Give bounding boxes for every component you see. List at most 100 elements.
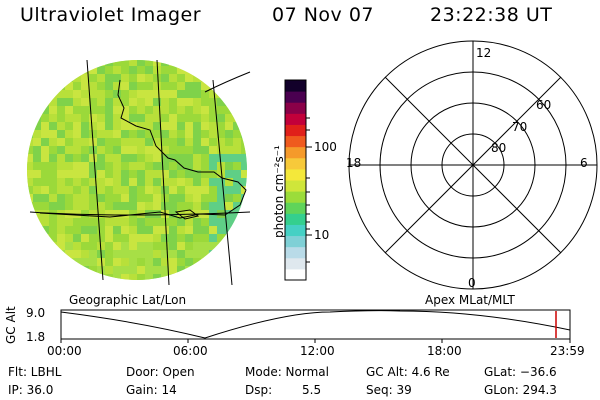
uv-image-pixel	[137, 170, 145, 178]
uv-image-pixel	[209, 138, 217, 146]
uv-image-pixel	[137, 194, 145, 202]
uv-image-pixel	[81, 74, 89, 82]
uv-image-pixel	[49, 114, 57, 122]
uv-image-pixel	[113, 146, 121, 154]
uv-image-pixel	[201, 162, 209, 170]
uv-image-pixel	[41, 218, 49, 226]
uv-image-pixel	[161, 66, 169, 74]
uv-image-pixel	[121, 74, 129, 82]
uv-image-pixel	[65, 122, 73, 130]
uv-image-pixel	[81, 202, 89, 210]
uv-image-pixel	[201, 106, 209, 114]
uv-image-pixel	[185, 154, 193, 162]
uv-image-pixel	[129, 202, 137, 210]
uv-image-pixel	[225, 186, 233, 194]
uv-image-pixel	[129, 186, 137, 194]
uv-image-pixel	[169, 130, 177, 138]
uv-image-pixel	[193, 82, 201, 90]
uv-image-pixel	[41, 146, 49, 154]
uv-image-pixel	[97, 66, 105, 74]
uv-image-pixel	[153, 106, 161, 114]
uv-image-pixel	[169, 234, 177, 242]
uv-image-pixel	[161, 258, 169, 266]
uv-image-pixel	[153, 74, 161, 82]
uv-image-pixel	[89, 82, 97, 90]
uv-image-pixel	[129, 242, 137, 250]
uv-image-pixel	[241, 162, 247, 170]
uv-image-pixel	[97, 146, 105, 154]
uv-image-pixel	[217, 114, 225, 122]
uv-image-pixel	[113, 114, 121, 122]
uv-image-pixel	[209, 122, 217, 130]
uv-image-pixel	[81, 226, 89, 234]
uv-image-pixel	[129, 98, 137, 106]
uv-image-pixel	[121, 258, 129, 266]
uv-image-pixel	[169, 146, 177, 154]
uv-image-pixel	[121, 122, 129, 130]
uv-image-pixel	[121, 66, 129, 74]
uv-image-pixel	[129, 194, 137, 202]
uv-image-pixel	[137, 218, 145, 226]
uv-image-pixel	[161, 250, 169, 258]
uv-image-pixel	[97, 226, 105, 234]
mlat-label-80: 80	[491, 141, 507, 155]
uv-image-pixel	[105, 186, 113, 194]
uv-image-pixel	[193, 146, 201, 154]
uv-image-pixel	[129, 114, 137, 122]
altitude-x-tick: 18:00	[427, 344, 462, 358]
uv-image-pixel	[161, 178, 169, 186]
uv-image-pixel	[81, 114, 89, 122]
uv-image-pixel	[33, 178, 41, 186]
uv-image-pixel	[105, 170, 113, 178]
info-seq: Seq: 39	[366, 383, 412, 397]
altitude-x-tick: 00:00	[47, 344, 82, 358]
uv-image-pixel	[177, 186, 185, 194]
uv-image-pixel	[137, 242, 145, 250]
uv-image-pixel	[41, 210, 49, 218]
uv-image-pixel	[57, 202, 65, 210]
uv-image-pixel	[97, 170, 105, 178]
uv-image-pixel	[137, 202, 145, 210]
uv-image-pixel	[201, 186, 209, 194]
uv-image-pixel	[33, 130, 41, 138]
uv-image-pixel	[57, 170, 65, 178]
uv-image-pixel	[217, 122, 225, 130]
uv-image-pixel	[217, 178, 225, 186]
uv-image-pixel	[81, 130, 89, 138]
uv-image-pixel	[81, 178, 89, 186]
uv-image-pixel	[201, 242, 209, 250]
uv-image-pixel	[121, 98, 129, 106]
uv-image-pixel	[65, 250, 73, 258]
uv-image-pixel	[105, 178, 113, 186]
uv-image-pixel	[73, 186, 81, 194]
uv-image-pixel	[57, 106, 65, 114]
uv-image-pixel	[225, 106, 233, 114]
uv-image-pixel	[113, 250, 121, 258]
uv-image-pixel	[217, 146, 225, 154]
uv-image-pixel	[89, 242, 97, 250]
uv-image-pixel	[113, 258, 121, 266]
uv-image-pixel	[49, 162, 57, 170]
uv-image-pixel	[121, 178, 129, 186]
uv-image-pixel	[57, 130, 65, 138]
uv-image-pixel	[113, 170, 121, 178]
uv-image-pixel	[209, 242, 217, 250]
uv-image-pixel	[41, 194, 49, 202]
uv-image-pixel	[33, 202, 41, 210]
uv-image-pixel	[153, 186, 161, 194]
uv-image-pixel	[193, 154, 201, 162]
uv-image-pixel	[177, 98, 185, 106]
uv-image-pixel	[169, 154, 177, 162]
uv-image-pixel	[65, 202, 73, 210]
info-glat: GLat: −36.6	[484, 365, 557, 379]
uv-image-pixel	[57, 242, 65, 250]
uv-image-pixel	[121, 82, 129, 90]
colorbar-band	[285, 213, 306, 225]
colorbar-band	[285, 268, 306, 281]
uv-image-pixel	[65, 162, 73, 170]
uv-image-pixel	[201, 90, 209, 98]
uv-image-pixel	[121, 146, 129, 154]
uv-image-pixel	[145, 178, 153, 186]
